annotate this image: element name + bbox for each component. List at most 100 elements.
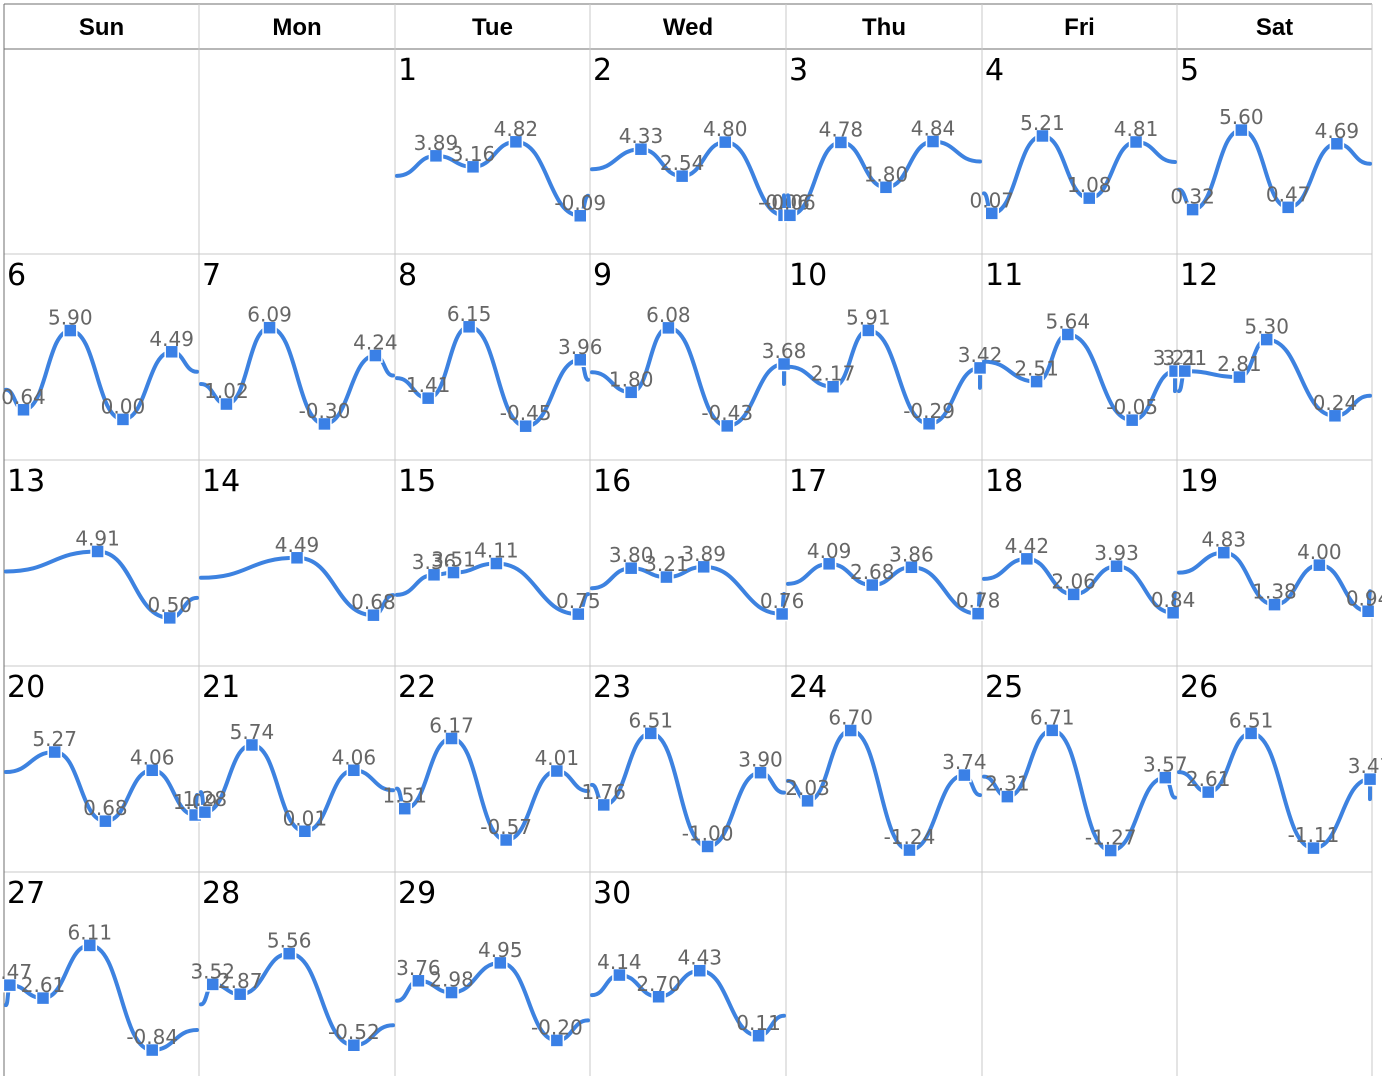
tide-value-label: -0.29 <box>903 399 955 423</box>
tide-value-label: 0.68 <box>351 590 396 614</box>
tide-point-marker <box>144 763 160 778</box>
tide-value-label: 5.27 <box>32 727 77 751</box>
day-cell-20: 205.270.684.061.09 <box>4 670 217 829</box>
tide-point-marker <box>115 412 131 427</box>
day-number: 12 <box>1180 258 1218 293</box>
day-number: 10 <box>789 258 827 293</box>
tide-point-marker <box>643 726 659 741</box>
tide-point-marker <box>633 141 649 157</box>
weekday-header-sun: Sun <box>79 14 124 41</box>
tide-value-label: 3.21 <box>644 552 689 576</box>
day-number: 8 <box>398 258 417 293</box>
day-number: 25 <box>985 670 1023 705</box>
tide-point-marker <box>1066 587 1081 602</box>
day-cell-23: 23 6.51 -1.00 3.90 1.76 <box>581 670 786 854</box>
tide-value-label: 0.75 <box>556 589 601 613</box>
day-number: 27 <box>7 876 45 911</box>
tide-point-marker <box>63 323 78 338</box>
day-number: 1 <box>398 53 417 88</box>
tide-point-marker <box>861 323 876 338</box>
tide-point-marker <box>162 610 177 626</box>
tide-value-label: 6.09 <box>247 303 292 327</box>
tide-point-marker <box>16 402 31 418</box>
tide-point-marker <box>82 938 98 953</box>
tide-point-marker <box>1128 134 1144 150</box>
tide-point-marker <box>1035 128 1050 144</box>
tide-point-marker <box>164 344 179 360</box>
tide-point-marker <box>397 801 412 816</box>
tide-point-marker <box>1029 374 1044 389</box>
tide-point-marker <box>864 577 880 593</box>
tide-value-label: 5.74 <box>230 720 275 744</box>
tide-point-marker <box>1327 408 1343 424</box>
day-number: 13 <box>7 464 45 499</box>
tide-value-label: 5.60 <box>1219 105 1264 129</box>
tide-value-label: 4.11 <box>474 539 519 563</box>
tide-curve <box>4 549 199 620</box>
tide-point-marker <box>1185 202 1200 217</box>
tide-point-marker <box>1234 122 1249 138</box>
tide-value-label: -0.43 <box>701 401 753 425</box>
day-cell-24: 246.70 -1.24 3.74 2.03 <box>785 670 987 858</box>
tide-value-label: 5.21 <box>1020 111 1065 135</box>
tide-value-label: 0.32 <box>1170 185 1215 209</box>
day-number: 19 <box>1180 464 1218 499</box>
day-number: 2 <box>593 53 612 88</box>
tide-point-marker <box>197 804 213 820</box>
tide-point-marker <box>90 544 105 559</box>
day-number: 5 <box>1180 53 1199 88</box>
tide-point-marker <box>489 556 504 571</box>
tide-point-marker <box>262 320 277 335</box>
tide-point-marker <box>696 559 711 575</box>
tide-value-label: 2.06 <box>1051 569 1096 593</box>
tide-value-label: 4.24 <box>353 331 398 355</box>
tide-value-label: 1.51 <box>382 784 427 808</box>
tide-value-label: 6.71 <box>1030 705 1075 729</box>
tide-point-marker <box>1259 332 1274 347</box>
tide-value-label: -0.20 <box>531 1015 583 1039</box>
tide-value-label: 6.17 <box>429 713 474 737</box>
tide-point-marker <box>444 985 459 1000</box>
tide-point-marker <box>596 797 611 813</box>
tide-value-label: -0.05 <box>1106 395 1158 419</box>
tide-value-label: 4.43 <box>677 946 722 970</box>
tide-point-marker <box>800 793 815 809</box>
day-cell-1: 1 3.893.164.82 -0.09 <box>395 53 606 224</box>
tide-value-label: -0.57 <box>480 815 532 839</box>
tide-point-marker <box>518 418 533 434</box>
day-cell-18: 18 4.422.06 3.93 0.84 <box>982 464 1195 621</box>
tide-value-label: 3.21 <box>1163 346 1208 370</box>
tide-point-marker <box>700 839 715 854</box>
tide-point-marker <box>833 135 849 150</box>
weekday-header-tue: Tue <box>472 14 513 41</box>
day-cell-22: 22 6.17 -0.57 4.01 1.51 <box>382 670 590 848</box>
tide-value-label: 2.70 <box>636 972 681 996</box>
tide-point-marker <box>444 731 459 746</box>
tide-point-marker <box>420 390 436 406</box>
tide-point-marker <box>1158 770 1173 785</box>
tide-value-label: 0.47 <box>1266 182 1311 206</box>
tide-value-label: 4.49 <box>149 327 194 351</box>
tide-point-marker <box>1165 605 1181 621</box>
tide-value-label: 2.61 <box>1186 767 1231 791</box>
tide-point-marker <box>1267 597 1282 612</box>
tide-value-label: 3.51 <box>431 548 476 572</box>
tide-value-label: -0.84 <box>126 1025 178 1049</box>
tide-point-marker <box>411 973 426 989</box>
day-number: 3 <box>789 53 808 88</box>
tide-value-label: 0.11 <box>736 1011 781 1035</box>
tide-value-label: 6.51 <box>1229 708 1274 732</box>
tide-point-marker <box>346 1037 362 1053</box>
tide-point-marker <box>289 550 305 566</box>
tide-value-label: 3.80 <box>609 543 654 567</box>
tide-point-marker <box>957 767 972 783</box>
tide-point-marker <box>98 813 113 829</box>
tide-point-marker <box>446 565 461 580</box>
day-cell-13: 13 4.91 0.50 <box>4 464 199 626</box>
tide-value-label: 1.80 <box>609 367 654 391</box>
tide-value-label: 0.76 <box>760 589 805 613</box>
tide-value-label: 2.81 <box>1217 352 1262 376</box>
tide-point-marker <box>508 134 524 150</box>
tide-value-label: 2.98 <box>429 968 474 992</box>
tide-value-label: 1.02 <box>204 379 249 403</box>
